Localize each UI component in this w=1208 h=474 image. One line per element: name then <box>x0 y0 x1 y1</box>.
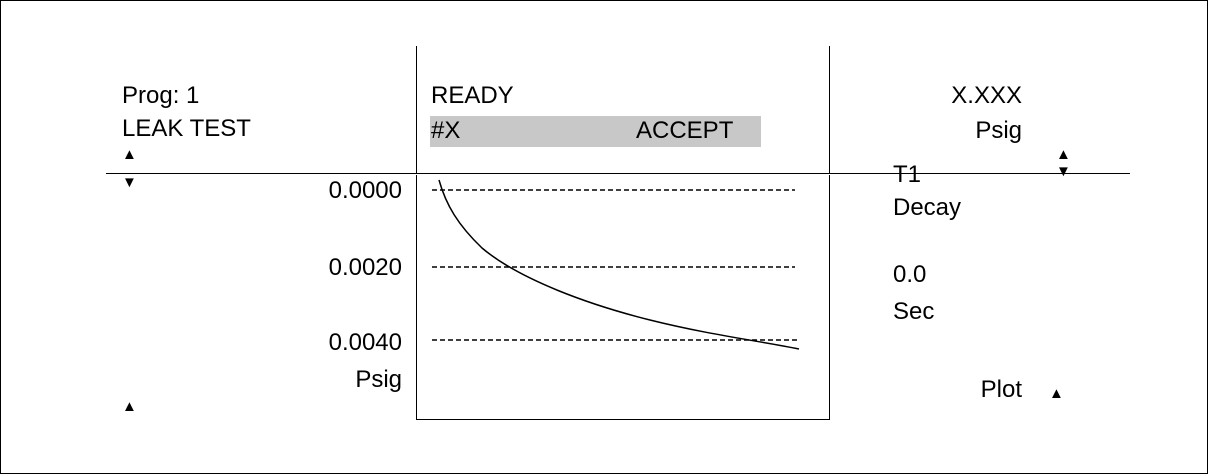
plot-button[interactable]: Plot <box>980 376 1022 403</box>
result-bar <box>430 116 761 147</box>
part-number: #X <box>431 117 461 144</box>
scroll-up-icon[interactable]: ▲ <box>122 398 137 415</box>
time-value: 0.0 <box>893 261 927 288</box>
scroll-up-icon[interactable]: ▲ <box>1049 385 1064 402</box>
status-text: READY <box>431 82 514 109</box>
step-type: Decay <box>893 194 962 221</box>
vertical-divider <box>829 46 830 174</box>
result-text: ACCEPT <box>636 117 734 144</box>
scroll-down-icon[interactable]: ▼ <box>122 174 137 191</box>
scale-label: 0.0000 <box>328 177 402 204</box>
decay-plot <box>416 175 830 420</box>
scale-label: 0.0020 <box>328 254 402 281</box>
scroll-up-icon[interactable]: ▲ <box>1056 146 1071 163</box>
vertical-divider <box>416 46 417 174</box>
pressure-value: X.XXX <box>951 82 1022 109</box>
program-label: Prog: 1 <box>122 82 200 109</box>
test-name: LEAK TEST <box>122 115 251 142</box>
pressure-unit: Psig <box>975 117 1022 144</box>
decay-curve <box>438 179 800 350</box>
header-divider <box>106 173 1130 174</box>
scale-unit: Psig <box>355 366 402 393</box>
scroll-up-icon[interactable]: ▲ <box>122 146 137 163</box>
scroll-down-icon[interactable]: ▼ <box>1056 163 1071 180</box>
step-name: T1 <box>893 161 922 188</box>
time-unit: Sec <box>893 298 935 325</box>
scale-label: 0.0040 <box>328 329 402 356</box>
